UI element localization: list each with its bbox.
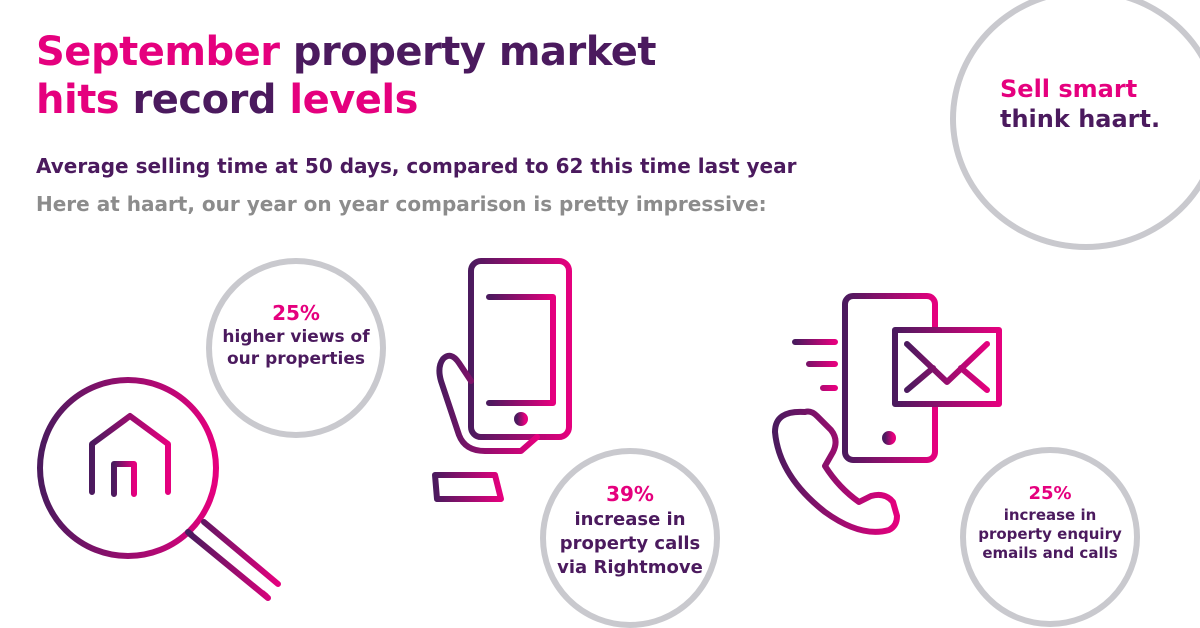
headline-word-hits: hits [36, 77, 120, 123]
slogan-line-2: think haart. [1000, 105, 1161, 133]
brand-circle [950, 0, 1200, 250]
stat-circle-views [206, 258, 386, 438]
headline-word-record: record [119, 77, 290, 123]
subtitle: Average selling time at 50 days, compare… [36, 154, 797, 178]
stat-line: property enquiry [978, 525, 1122, 543]
intro-text: Here at haart, our year on year comparis… [36, 192, 767, 216]
stat-percent: 25% [272, 301, 320, 325]
stat-views: 25% higher views of our properties [206, 300, 386, 370]
phone-envelope-icon [772, 293, 1002, 535]
headline: September property market hits record le… [36, 28, 657, 124]
stat-circle-enquiries [960, 447, 1140, 627]
stat-line: increase in [574, 509, 686, 530]
stat-line: increase in [1003, 506, 1097, 524]
stat-line: emails and calls [982, 544, 1118, 562]
hand-phone-icon [432, 258, 572, 502]
headline-word-september: September [36, 29, 280, 75]
headline-word-property-market: property market [279, 29, 657, 75]
stat-line: via Rightmove [557, 557, 703, 578]
stat-calls: 39% increase in property calls via Right… [540, 480, 720, 580]
stat-enquiries: 25% increase in property enquiry emails … [960, 482, 1140, 563]
stat-line: our properties [226, 349, 365, 369]
stat-percent: 39% [606, 482, 654, 506]
slogan-line-1: Sell smart [1000, 75, 1138, 103]
stat-percent: 25% [1028, 483, 1072, 504]
stat-line: higher views of [222, 327, 370, 347]
slogan: Sell smart think haart. [1000, 74, 1160, 134]
magnifier-house-icon [37, 377, 281, 601]
stat-line: property calls [559, 533, 701, 554]
headline-word-levels: levels [289, 77, 418, 123]
stat-circle-calls [540, 448, 720, 628]
